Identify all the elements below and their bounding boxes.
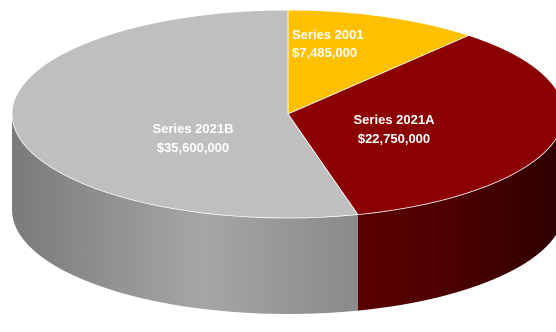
pie-sides: [12, 114, 556, 314]
slice-label-value-0: $7,485,000: [292, 45, 357, 60]
pie-slice-1: [287, 35, 556, 216]
pie-labels: Series 2001 $7,485,000 Series 2021A $22,…: [153, 27, 436, 155]
pie-side-2: [12, 114, 358, 314]
slice-label-name-1: Series 2021A: [354, 112, 436, 127]
pie-slice-0: [287, 9, 470, 115]
pie-side-1: [357, 138, 556, 311]
slice-label-value-1: $22,750,000: [358, 131, 430, 146]
pie-tops: [11, 9, 556, 219]
slice-label-value-2: $35,600,000: [157, 140, 229, 155]
slice-label-name-2: Series 2021B: [153, 121, 234, 136]
slice-label-name-0: Series 2001: [292, 27, 364, 42]
pie-slice-2: [11, 9, 359, 219]
